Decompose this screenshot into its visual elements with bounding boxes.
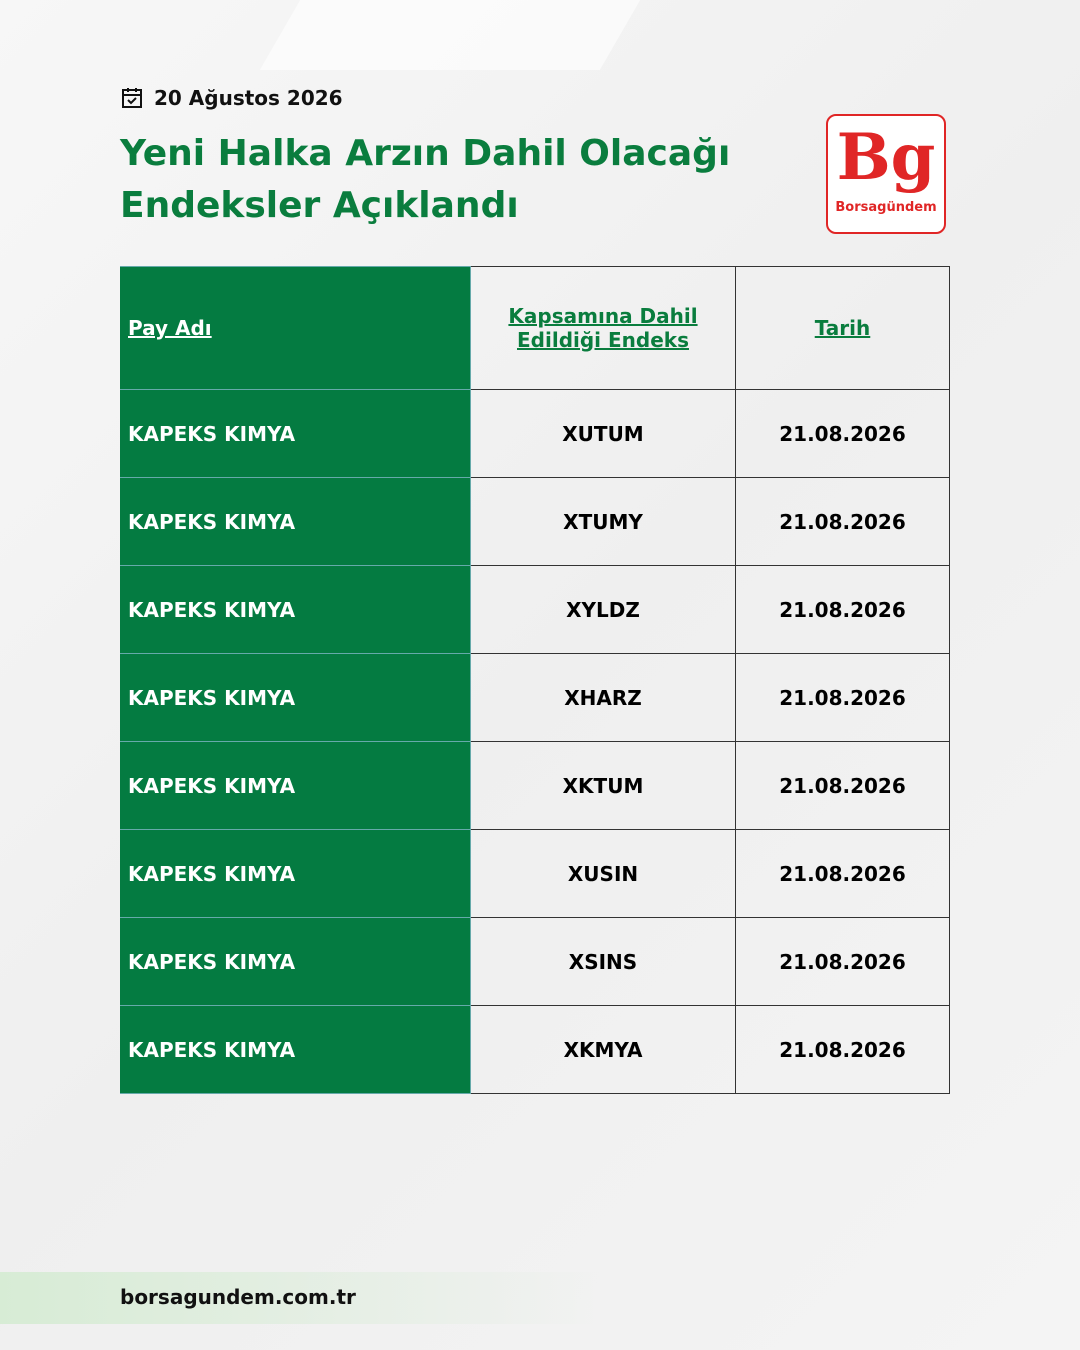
cell: XUSIN [470,829,736,918]
cell: KAPEKS KIMYA [120,565,471,654]
cell: KAPEKS KIMYA [120,653,471,742]
logo-text: Borsagündem [835,200,937,215]
website: borsagundem.com.tr [120,1285,356,1309]
date: 20 Ağustos 2026 [120,86,343,110]
column-header: Kapsamına Dahil Edildiği Endeks [470,266,736,390]
row: KAPEKS KIMYA XYLDZ 21.08.2026 [120,565,950,654]
title-line: Yeni Halka Arzın Dahil Olacağı [120,133,731,174]
row: KAPEKS KIMYA XTUMY 21.08.2026 [120,477,950,566]
cell: 21.08.2026 [735,1005,950,1094]
cell: XTUMY [470,477,736,566]
column-header: Pay Adı [120,266,471,390]
cell: 21.08.2026 [735,829,950,918]
title-line: Endeksler Açıklandı [120,185,519,226]
column-header: Tarih [735,266,950,390]
footer-band [0,1272,600,1324]
cell: KAPEKS KIMYA [120,389,471,478]
cell: KAPEKS KIMYA [120,917,471,1006]
cell: XKMYA [470,1005,736,1094]
cell: 21.08.2026 [735,477,950,566]
cell: 21.08.2026 [735,653,950,742]
logo-mark: Bg [836,120,936,195]
cell: 21.08.2026 [735,917,950,1006]
cell: XKTUM [470,741,736,830]
bg-shape [259,0,641,70]
cell: XYLDZ [470,565,736,654]
cell: XUTUM [470,389,736,478]
cell: 21.08.2026 [735,741,950,830]
logo: Bg Borsagündem [826,114,946,234]
cell: XSINS [470,917,736,1006]
row: KAPEKS KIMYA XKTUM 21.08.2026 [120,741,950,830]
row: KAPEKS KIMYA XUTUM 21.08.2026 [120,389,950,478]
row: KAPEKS KIMYA XSINS 21.08.2026 [120,917,950,1006]
table: Pay Adı Kapsamına Dahil Edildiği Endeks Ta… [120,266,950,1094]
cell: XHARZ [470,653,736,742]
row: KAPEKS KIMYA XUSIN 21.08.2026 [120,829,950,918]
cell: 21.08.2026 [735,565,950,654]
date-text: 20 Ağustos 2026 [154,86,343,110]
cell: KAPEKS KIMYA [120,1005,471,1094]
cell: KAPEKS KIMYA [120,741,471,830]
cell: 21.08.2026 [735,389,950,478]
row: KAPEKS KIMYA XHARZ 21.08.2026 [120,653,950,742]
title: Yeni Halka Arzın Dahil Olacağı Endeksler … [120,128,730,232]
row: KAPEKS KIMYA XKMYA 21.08.2026 [120,1005,950,1094]
cell: KAPEKS KIMYA [120,477,471,566]
calendar-icon [122,88,142,108]
cell: KAPEKS KIMYA [120,829,471,918]
